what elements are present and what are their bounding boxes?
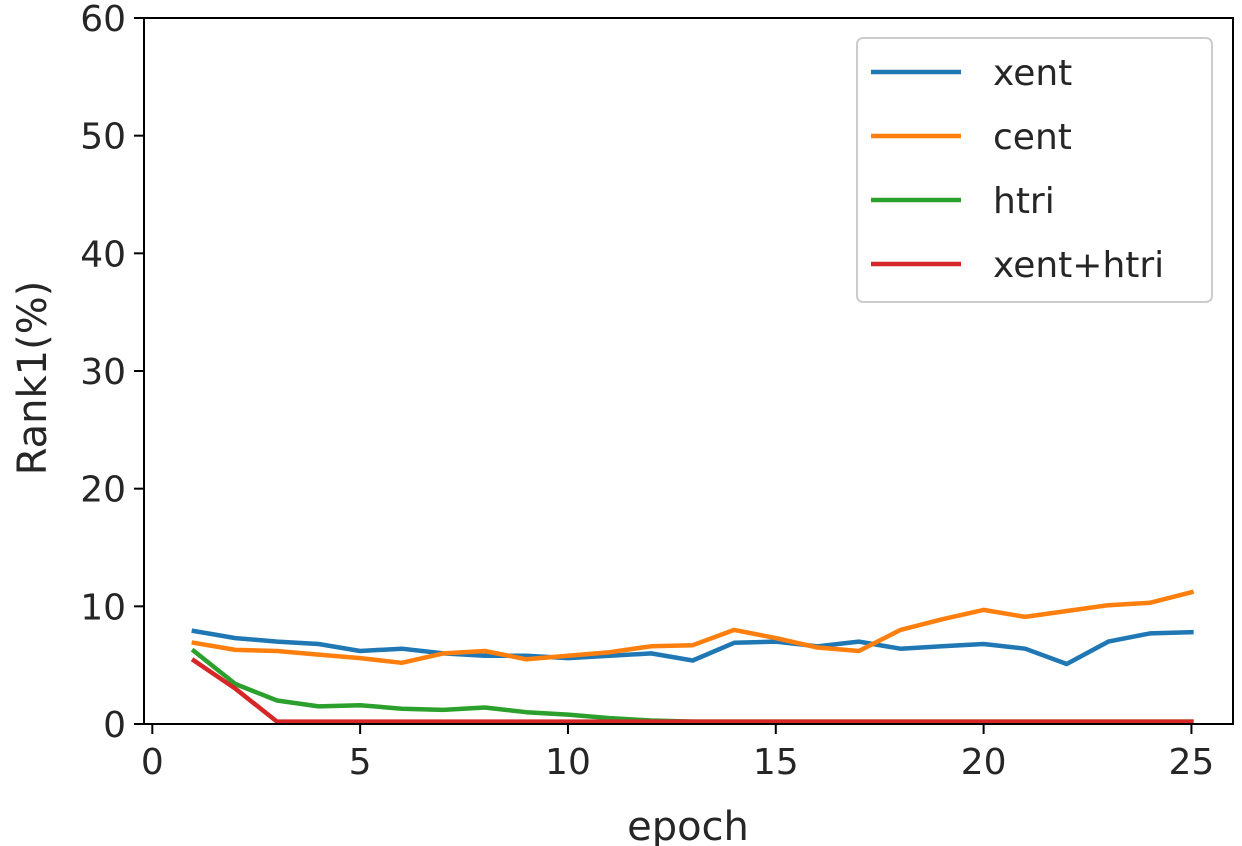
y-tick-label: 40 — [80, 234, 126, 275]
x-tick-label: 25 — [1169, 742, 1215, 783]
series-line-xent — [191, 628, 1194, 667]
legend-label: xent+htri — [993, 245, 1164, 286]
x-axis: 0 5 10 15 20 25 — [141, 724, 1214, 783]
y-tick-label: 20 — [80, 470, 126, 511]
series-line-cent — [191, 589, 1195, 666]
x-tick-label: 10 — [545, 742, 591, 783]
y-tick-label: 0 — [103, 705, 126, 746]
y-tick-label: 30 — [80, 352, 126, 393]
series-layer — [190, 589, 1195, 724]
x-tick-label: 15 — [753, 742, 799, 783]
x-tick-label: 20 — [961, 742, 1007, 783]
y-tick-label: 60 — [80, 0, 126, 40]
y-tick-label: 50 — [80, 117, 126, 158]
legend: xent cent htri xent+htri — [856, 37, 1213, 303]
x-tick-label: 0 — [141, 742, 164, 783]
legend-label: xent — [993, 53, 1072, 94]
y-axis: 0 10 20 30 40 50 60 — [80, 0, 144, 746]
legend-label: cent — [993, 117, 1072, 158]
y-tick-label: 10 — [80, 587, 126, 628]
legend-frame — [856, 37, 1213, 303]
y-axis-title: Rank1(%) — [10, 281, 56, 476]
series-line-xent-htri — [190, 657, 1194, 724]
x-axis-title: epoch — [627, 804, 749, 846]
x-tick-label: 5 — [349, 742, 372, 783]
legend-label: htri — [993, 181, 1055, 222]
